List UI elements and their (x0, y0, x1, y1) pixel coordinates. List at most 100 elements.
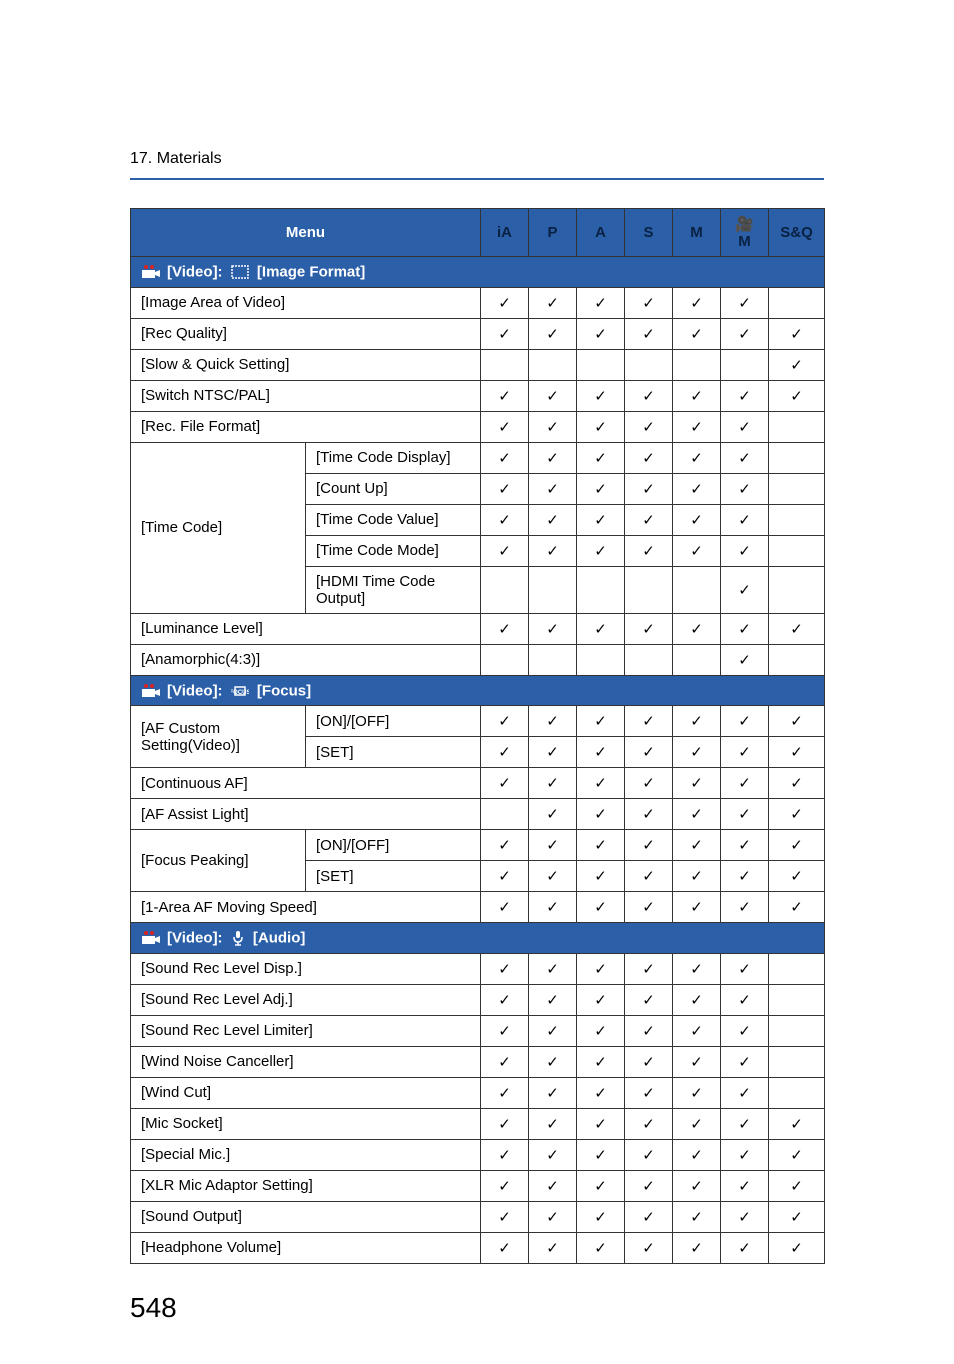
row-label: [AF Custom Setting(Video)] (131, 706, 306, 768)
row-sublabel: [Time Code Display] (306, 442, 481, 473)
row-label: [Sound Rec Level Limiter] (131, 1015, 481, 1046)
check-cell (625, 566, 673, 613)
section-header: [Video]: [Image Format] (131, 257, 825, 288)
check-cell: ✓ (577, 1232, 625, 1263)
check-cell: ✓ (577, 442, 625, 473)
check-cell: ✓ (625, 861, 673, 892)
check-cell: ✓ (625, 442, 673, 473)
check-cell: ✓ (577, 861, 625, 892)
check-cell: ✓ (529, 1201, 577, 1232)
check-cell: ✓ (625, 768, 673, 799)
check-cell: ✓ (625, 984, 673, 1015)
check-cell: ✓ (721, 861, 769, 892)
row-label: [Special Mic.] (131, 1139, 481, 1170)
check-cell: ✓ (529, 706, 577, 737)
svg-text:FOCUS: FOCUS (231, 690, 249, 696)
check-cell: ✓ (721, 768, 769, 799)
row-sublabel: [HDMI Time Code Output] (306, 566, 481, 613)
check-cell: ✓ (529, 737, 577, 768)
check-cell: ✓ (721, 411, 769, 442)
check-cell: ✓ (529, 380, 577, 411)
row-label: [Mic Socket] (131, 1108, 481, 1139)
check-cell: ✓ (769, 349, 825, 380)
table-row: [Anamorphic(4:3)]✓ (131, 644, 825, 675)
check-cell: ✓ (625, 1170, 673, 1201)
check-cell: ✓ (481, 1170, 529, 1201)
check-cell (769, 287, 825, 318)
check-cell: ✓ (769, 799, 825, 830)
check-cell: ✓ (769, 1232, 825, 1263)
table-row: [Rec Quality]✓✓✓✓✓✓✓ (131, 318, 825, 349)
check-cell: ✓ (577, 504, 625, 535)
table-row: [1-Area AF Moving Speed]✓✓✓✓✓✓✓ (131, 892, 825, 923)
check-cell: ✓ (529, 953, 577, 984)
check-cell: ✓ (625, 535, 673, 566)
mode-m: M (673, 209, 721, 257)
section-header: [Video]: FOCUS [Focus] (131, 675, 825, 706)
check-cell: ✓ (529, 830, 577, 861)
row-label: [Rec. File Format] (131, 411, 481, 442)
check-cell: ✓ (577, 535, 625, 566)
check-cell: ✓ (577, 830, 625, 861)
check-cell: ✓ (721, 473, 769, 504)
check-cell: ✓ (625, 1201, 673, 1232)
check-cell: ✓ (481, 830, 529, 861)
check-cell: ✓ (577, 1108, 625, 1139)
check-cell (769, 566, 825, 613)
check-cell: ✓ (625, 1108, 673, 1139)
row-sublabel: [Time Code Mode] (306, 535, 481, 566)
table-row: [Wind Noise Canceller]✓✓✓✓✓✓ (131, 1046, 825, 1077)
check-cell: ✓ (529, 861, 577, 892)
mode-ia: iA (481, 209, 529, 257)
check-cell: ✓ (577, 1077, 625, 1108)
check-cell: ✓ (529, 318, 577, 349)
check-cell (769, 984, 825, 1015)
table-row: [Continuous AF]✓✓✓✓✓✓✓ (131, 768, 825, 799)
check-cell: ✓ (673, 442, 721, 473)
check-cell: ✓ (769, 737, 825, 768)
row-label: [Wind Noise Canceller] (131, 1046, 481, 1077)
check-cell: ✓ (673, 1232, 721, 1263)
check-cell: ✓ (721, 442, 769, 473)
check-cell (529, 349, 577, 380)
check-cell: ✓ (673, 535, 721, 566)
check-cell: ✓ (673, 473, 721, 504)
row-label: [XLR Mic Adaptor Setting] (131, 1170, 481, 1201)
check-cell (481, 644, 529, 675)
check-cell: ✓ (529, 613, 577, 644)
check-cell: ✓ (529, 892, 577, 923)
check-cell (481, 566, 529, 613)
check-cell (625, 644, 673, 675)
check-cell (625, 349, 673, 380)
check-cell (673, 644, 721, 675)
row-sublabel: [ON]/[OFF] (306, 830, 481, 861)
check-cell: ✓ (529, 799, 577, 830)
check-cell: ✓ (625, 1015, 673, 1046)
check-cell: ✓ (673, 953, 721, 984)
check-cell: ✓ (481, 1077, 529, 1108)
check-cell: ✓ (769, 706, 825, 737)
check-cell: ✓ (721, 953, 769, 984)
check-cell: ✓ (625, 892, 673, 923)
row-label: [1-Area AF Moving Speed] (131, 892, 481, 923)
check-cell: ✓ (625, 287, 673, 318)
row-label: [Luminance Level] (131, 613, 481, 644)
check-cell: ✓ (625, 613, 673, 644)
row-label: [Time Code] (131, 442, 306, 613)
row-label: [Sound Rec Level Disp.] (131, 953, 481, 984)
check-cell: ✓ (721, 799, 769, 830)
check-cell: ✓ (721, 504, 769, 535)
check-cell: ✓ (577, 1015, 625, 1046)
table-row: [Special Mic.]✓✓✓✓✓✓✓ (131, 1139, 825, 1170)
check-cell: ✓ (769, 861, 825, 892)
check-cell: ✓ (577, 1139, 625, 1170)
table-row: [Image Area of Video]✓✓✓✓✓✓ (131, 287, 825, 318)
check-cell: ✓ (529, 287, 577, 318)
check-cell: ✓ (529, 1077, 577, 1108)
check-cell: ✓ (721, 706, 769, 737)
check-cell: ✓ (721, 1108, 769, 1139)
table-row: [Sound Rec Level Adj.]✓✓✓✓✓✓ (131, 984, 825, 1015)
check-cell: ✓ (673, 411, 721, 442)
check-cell (769, 442, 825, 473)
check-cell: ✓ (673, 1139, 721, 1170)
